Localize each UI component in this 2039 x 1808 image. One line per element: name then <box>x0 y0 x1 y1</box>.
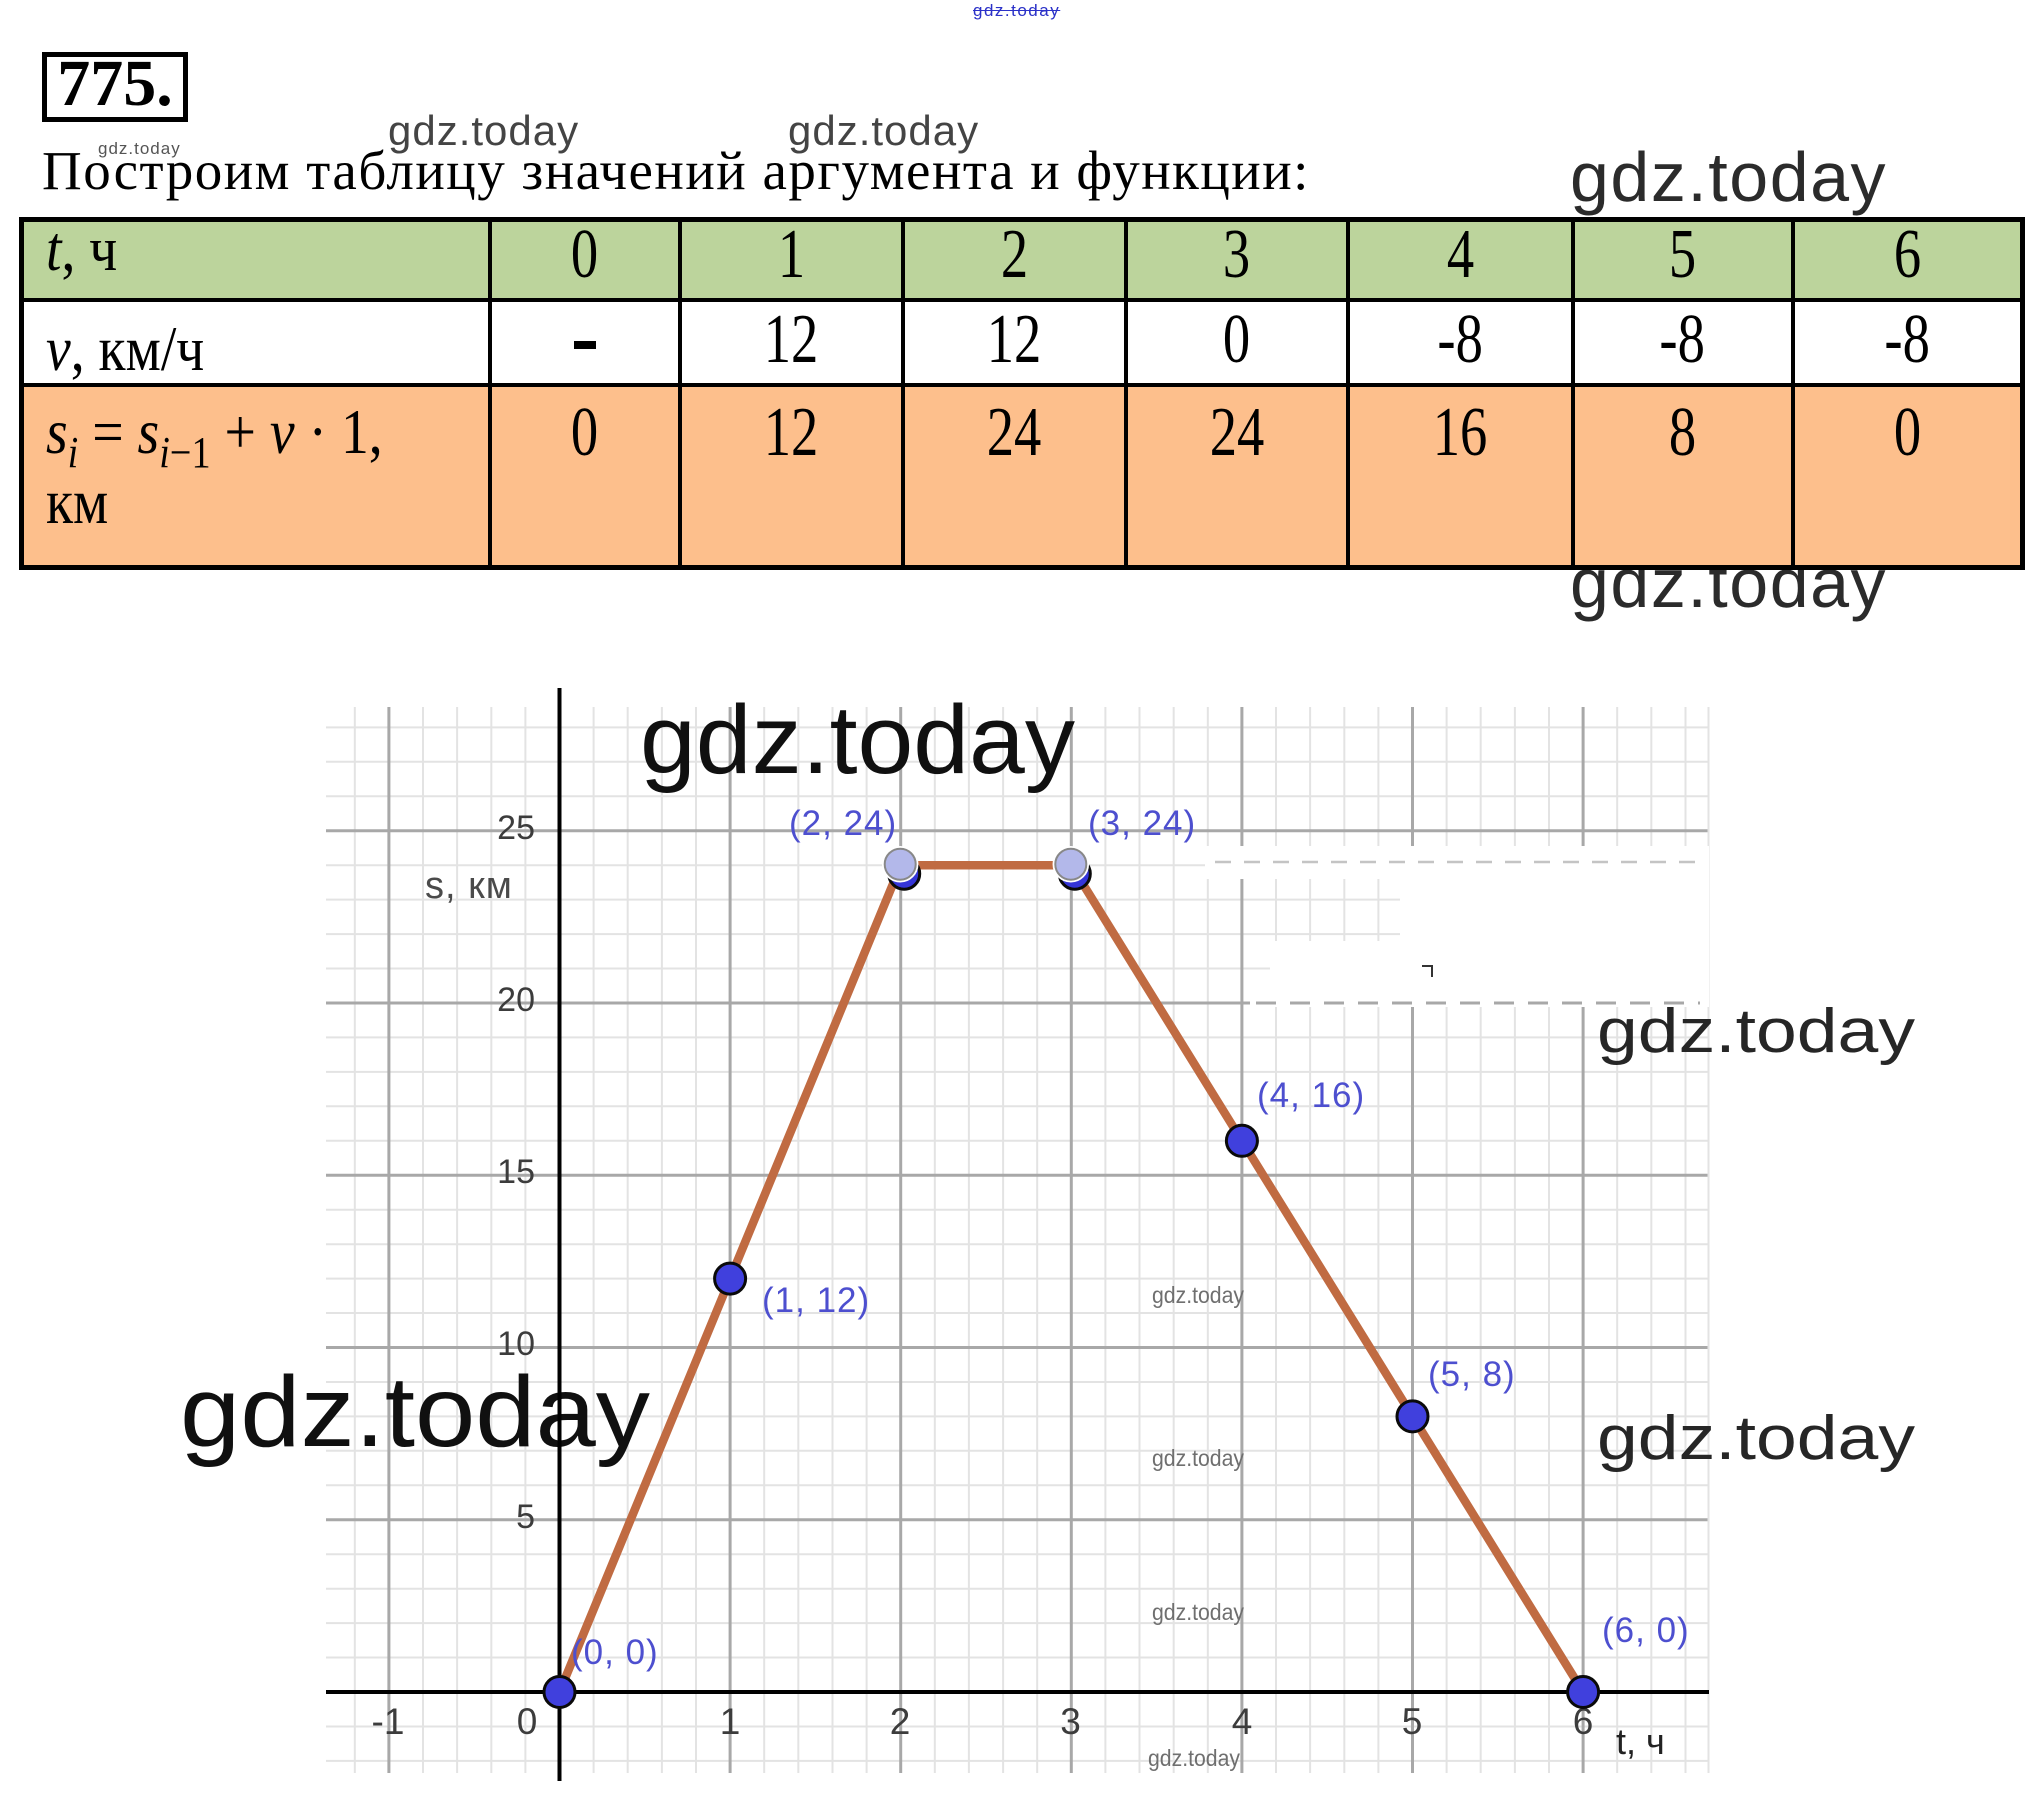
svg-text:20: 20 <box>497 981 535 1019</box>
svg-text:(4, 16): (4, 16) <box>1257 1076 1365 1115</box>
svg-text:gdz.today: gdz.today <box>180 1356 650 1468</box>
svg-text:15: 15 <box>497 1153 535 1191</box>
svg-text:gdz.today: gdz.today <box>1597 1404 1915 1473</box>
svg-text:25: 25 <box>497 809 535 847</box>
svg-text:10: 10 <box>497 1325 535 1363</box>
svg-text:6: 6 <box>1573 1701 1594 1742</box>
svg-text:(2, 24): (2, 24) <box>789 804 897 843</box>
svg-text:0: 0 <box>517 1701 538 1742</box>
svg-text:(5, 8): (5, 8) <box>1428 1355 1516 1394</box>
svg-text:(3, 24): (3, 24) <box>1088 804 1196 843</box>
svg-text:gdz.today: gdz.today <box>1152 1282 1244 1308</box>
svg-text:gdz.today: gdz.today <box>1597 997 1915 1066</box>
svg-text:3: 3 <box>1060 1701 1081 1742</box>
svg-text:(0, 0): (0, 0) <box>571 1633 659 1672</box>
svg-text:(1, 12): (1, 12) <box>762 1281 870 1320</box>
svg-text:-1: -1 <box>372 1701 405 1742</box>
svg-text:gdz.today: gdz.today <box>1152 1445 1244 1471</box>
svg-text:1: 1 <box>720 1701 741 1742</box>
svg-text:gdz.today: gdz.today <box>1152 1599 1244 1625</box>
svg-text:t, ч: t, ч <box>1616 1721 1665 1762</box>
svg-text:5: 5 <box>516 1498 535 1536</box>
svg-text:gdz.today: gdz.today <box>640 685 1076 794</box>
svg-text:s, км: s, км <box>425 865 513 907</box>
svg-text:(6, 0): (6, 0) <box>1602 1611 1690 1650</box>
svg-text:4: 4 <box>1232 1701 1253 1742</box>
svg-text:2: 2 <box>890 1701 911 1742</box>
svg-text:gdz.today: gdz.today <box>1148 1745 1240 1771</box>
svg-text:5: 5 <box>1402 1701 1423 1742</box>
